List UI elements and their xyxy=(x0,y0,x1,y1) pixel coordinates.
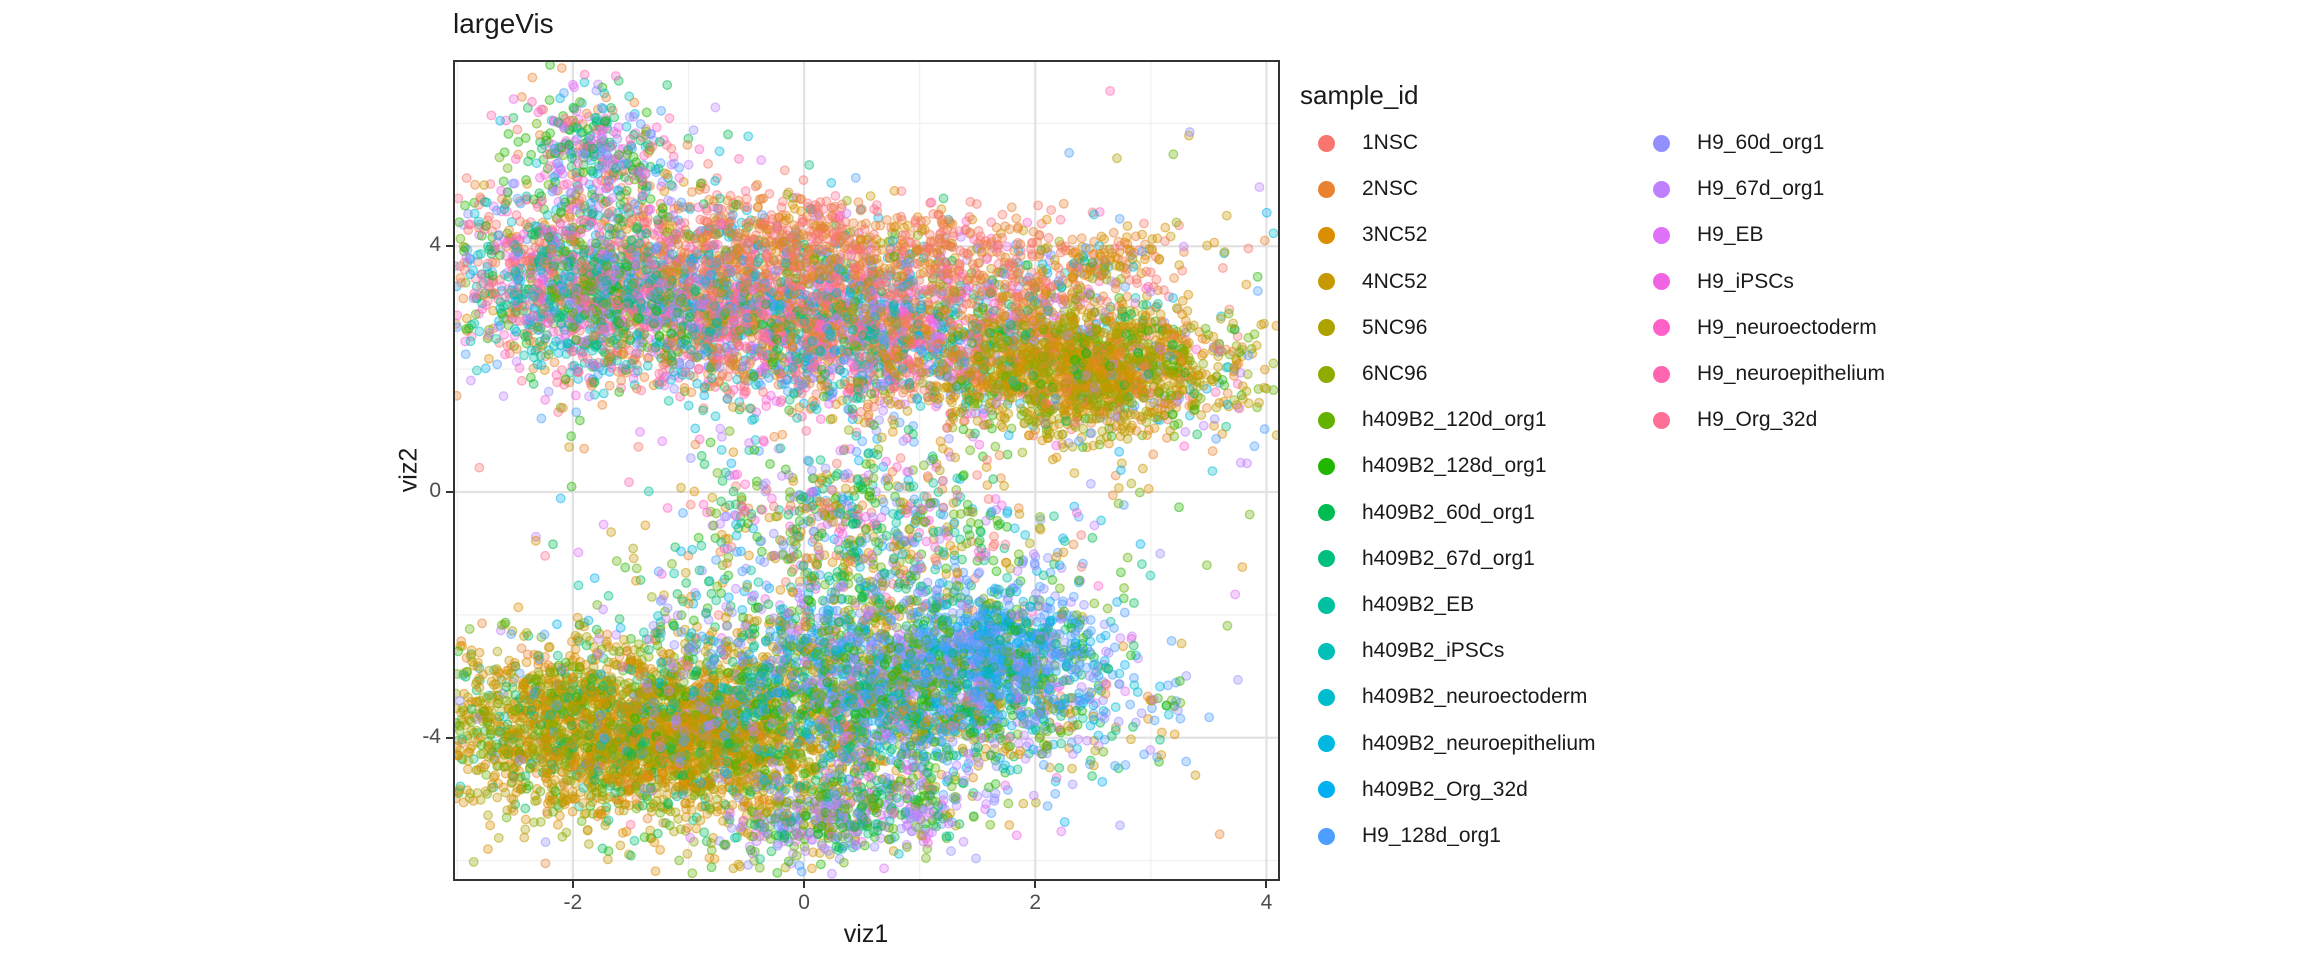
legend-entry: H9_neuroepithelium xyxy=(1653,351,1885,397)
legend-entry: H9_Org_32d xyxy=(1653,397,1817,443)
legend-key-dot xyxy=(1653,226,1670,244)
legend-key-dot xyxy=(1318,781,1335,799)
legend-entry-label: h409B2_120d_org1 xyxy=(1362,408,1547,432)
legend-entry: h409B2_Org_32d xyxy=(1318,767,1528,813)
legend-entry: h409B2_128d_org1 xyxy=(1318,443,1547,489)
legend-entry-label: h409B2_67d_org1 xyxy=(1362,546,1535,570)
legend-entry-label: h409B2_iPSCs xyxy=(1362,639,1505,663)
legend-entry: h409B2_EB xyxy=(1318,582,1474,628)
legend-key-dot xyxy=(1318,827,1335,845)
legend-key-dot xyxy=(1653,319,1670,337)
legend-entry: 3NC52 xyxy=(1318,212,1427,258)
legend-entry-label: 2NSC xyxy=(1362,177,1419,201)
y-tick-label: 4 xyxy=(429,233,441,257)
legend-entry-label: h409B2_neuroectoderm xyxy=(1362,685,1588,709)
x-axis-tick xyxy=(571,879,574,888)
legend-entry-label: h409B2_60d_org1 xyxy=(1362,500,1535,524)
x-axis-title: viz1 xyxy=(843,920,889,948)
legend-title: sample_id xyxy=(1300,80,1419,110)
legend-entry: 4NC52 xyxy=(1318,259,1427,305)
legend-key-dot xyxy=(1318,411,1335,429)
legend-entry: H9_67d_org1 xyxy=(1653,166,1824,212)
legend-key-dot xyxy=(1318,596,1335,614)
legend-entry-label: 3NC52 xyxy=(1362,223,1428,247)
y-tick-label: -4 xyxy=(422,724,441,748)
legend-entry-label: H9_neuroectoderm xyxy=(1697,315,1877,339)
legend-key-dot xyxy=(1318,457,1335,475)
x-axis-tick xyxy=(1034,879,1037,888)
y-axis-tick xyxy=(446,245,455,248)
plot-title: largeVis xyxy=(453,8,554,39)
legend-entry: h409B2_neuroectoderm xyxy=(1318,674,1587,720)
legend-key-dot xyxy=(1318,688,1335,706)
legend-key-dot xyxy=(1318,735,1335,753)
legend-entry: h409B2_120d_org1 xyxy=(1318,397,1547,443)
y-axis-tick xyxy=(446,736,455,739)
legend-entry-label: H9_neuroepithelium xyxy=(1697,362,1885,385)
legend-key-dot xyxy=(1653,365,1670,383)
legend-entry-label: 6NC96 xyxy=(1362,362,1428,385)
legend-entry-label: H9_128d_org1 xyxy=(1362,824,1501,847)
legend-entry-label: 1NSC xyxy=(1362,131,1419,154)
x-tick-label: 2 xyxy=(1029,891,1042,914)
legend-entry: H9_60d_org1 xyxy=(1653,120,1824,166)
y-axis-tick xyxy=(446,491,455,493)
legend-key-dot xyxy=(1653,273,1670,291)
legend-entry: h409B2_iPSCs xyxy=(1318,628,1504,674)
legend-key-dot xyxy=(1653,134,1670,152)
legend-key-dot xyxy=(1653,411,1670,429)
legend-key-dot xyxy=(1318,134,1335,152)
legend-entry: h409B2_60d_org1 xyxy=(1318,490,1535,536)
legend-entry: h409B2_67d_org1 xyxy=(1318,536,1535,582)
legend-entry: H9_128d_org1 xyxy=(1318,813,1501,859)
legend-key-dot xyxy=(1318,180,1335,198)
legend-entry-label: H9_EB xyxy=(1697,223,1764,247)
legend-key-dot xyxy=(1318,226,1335,244)
legend-entry: H9_EB xyxy=(1653,212,1764,258)
legend-entry-label: h409B2_128d_org1 xyxy=(1362,454,1547,478)
legend-entry-label: H9_Org_32d xyxy=(1697,408,1818,432)
legend-entry: H9_iPSCs xyxy=(1653,259,1794,305)
legend-entry: 2NSC xyxy=(1318,166,1418,212)
legend-key-dot xyxy=(1318,365,1335,383)
legend-entry: 1NSC xyxy=(1318,120,1418,166)
legend-entry: 6NC96 xyxy=(1318,351,1427,397)
x-tick-label: 0 xyxy=(798,891,810,914)
legend-entry: H9_neuroectoderm xyxy=(1653,305,1877,351)
legend-key-dot xyxy=(1318,273,1335,291)
legend-key-dot xyxy=(1318,550,1335,568)
legend-entry-label: h409B2_neuroepithelium xyxy=(1362,731,1596,755)
y-axis-title: viz2 xyxy=(394,447,423,493)
legend-entry: h409B2_neuroepithelium xyxy=(1318,721,1596,767)
legend-key-dot xyxy=(1653,180,1670,198)
x-axis-tick xyxy=(803,879,806,888)
legend-key-dot xyxy=(1318,642,1335,660)
legend-entry-label: 4NC52 xyxy=(1362,269,1428,293)
legend-entry-label: H9_iPSCs xyxy=(1697,269,1794,293)
x-tick-label: -2 xyxy=(563,891,583,914)
y-tick-label: 0 xyxy=(429,478,441,502)
x-axis-tick xyxy=(1265,879,1268,888)
plot-panel xyxy=(453,60,1280,881)
legend-entry-label: h409B2_Org_32d xyxy=(1362,777,1528,801)
legend-key-dot xyxy=(1318,504,1335,522)
legend-key-dot xyxy=(1318,319,1335,337)
legend-entry-label: 5NC96 xyxy=(1362,315,1428,339)
x-tick-label: 4 xyxy=(1260,891,1273,914)
legend-entry-label: H9_60d_org1 xyxy=(1697,131,1825,154)
legend-entry: 5NC96 xyxy=(1318,305,1427,351)
scatter-plot-canvas xyxy=(455,62,1278,879)
legend-entry-label: H9_67d_org1 xyxy=(1697,177,1825,201)
legend-entry-label: h409B2_EB xyxy=(1362,593,1475,616)
